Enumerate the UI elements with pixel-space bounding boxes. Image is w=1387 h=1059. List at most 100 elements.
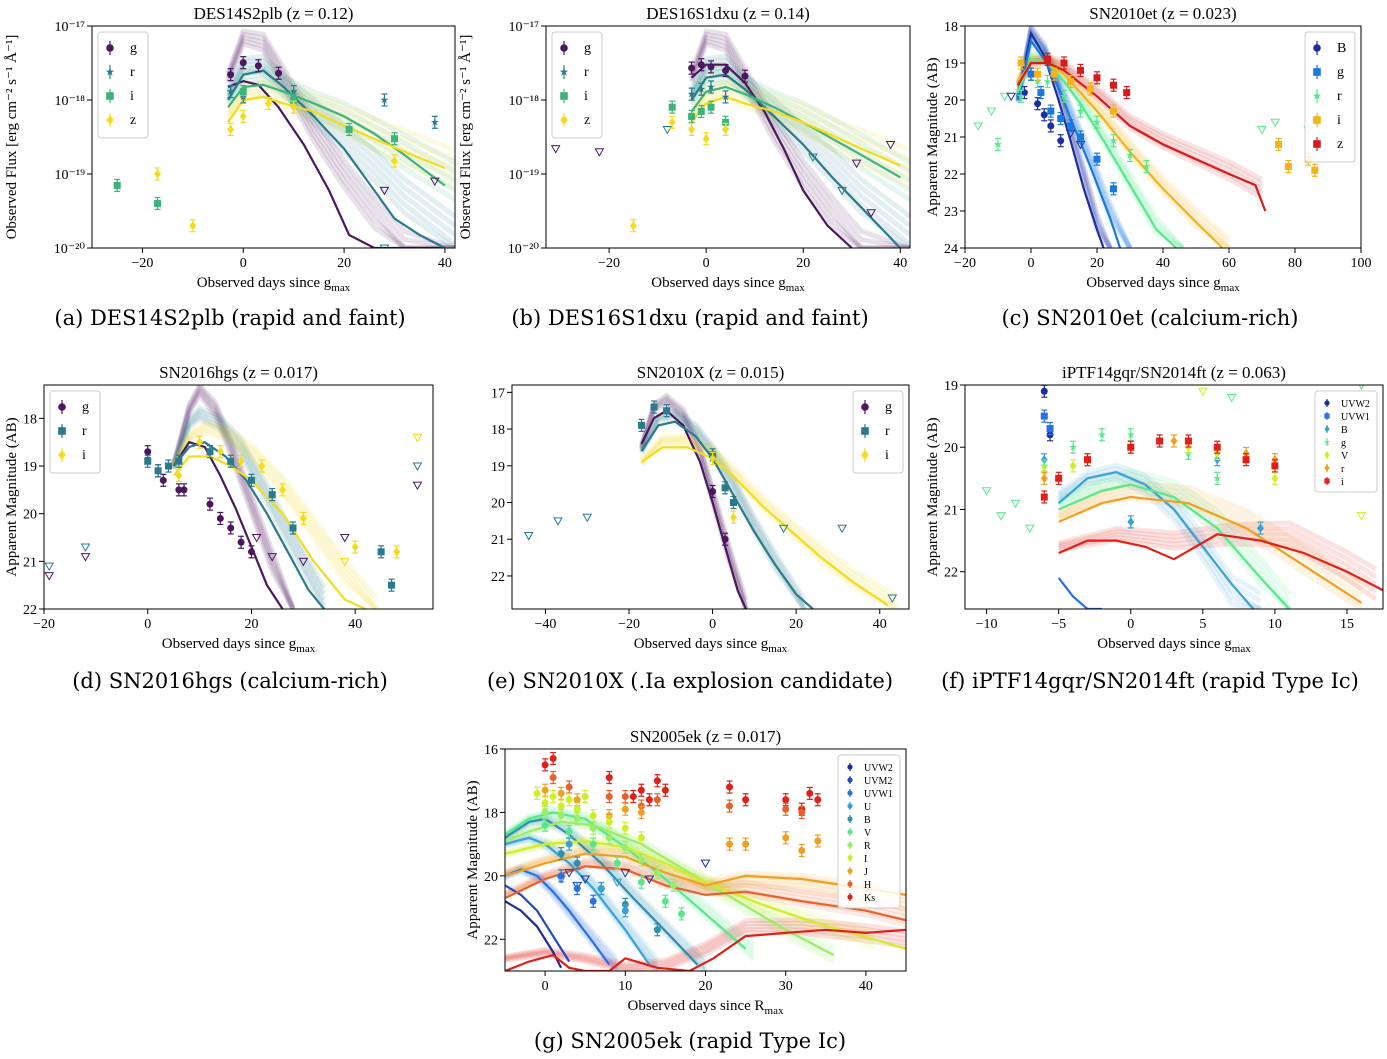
legend: gri (852, 390, 904, 474)
data-point (1060, 92, 1068, 100)
data-point (1110, 81, 1117, 89)
chart-title: SN2016hgs (z = 0.017) (159, 363, 318, 382)
data-point (275, 69, 283, 77)
legend-label: UVW2 (864, 763, 893, 774)
data-point (722, 118, 730, 126)
data-point (391, 156, 398, 166)
data-point (798, 808, 806, 816)
best-fit-line (1058, 483, 1291, 609)
data-point (189, 221, 197, 231)
legend-marker (847, 790, 853, 796)
model-realization (1057, 462, 1262, 596)
upper-limit-marker (582, 513, 593, 523)
upper-limit-marker (412, 433, 423, 443)
y-tick-label: 19 (944, 379, 958, 394)
y-tick-label: 10⁻¹⁸ (509, 94, 540, 109)
model-realization (689, 76, 910, 193)
panel-g: SN2005ek (z = 0.017) 0 10 20 30 40 16 18 20 22 Obs… (455, 724, 925, 1024)
legend-marker (847, 764, 853, 770)
legend-marker (1324, 413, 1330, 419)
best-fit-line (1057, 577, 1102, 609)
upper-limit-marker (523, 532, 534, 541)
legend-label: B (1337, 41, 1346, 56)
data-point (1040, 412, 1048, 420)
model-realization (225, 54, 455, 219)
data-point (351, 542, 359, 552)
chart-title: SN2010et (z = 0.023) (1089, 4, 1236, 23)
legend-marker (847, 868, 853, 874)
data-point (1109, 136, 1118, 145)
upper-limit-marker (885, 141, 896, 150)
legend-box (49, 390, 101, 474)
series-z (1044, 52, 1131, 100)
y-tick-label: 20 (944, 94, 958, 109)
upper-limit-marker (620, 869, 631, 878)
data-point (1142, 162, 1151, 170)
legend-marker (861, 403, 869, 411)
model-realization (689, 37, 910, 248)
data-point (1123, 89, 1131, 97)
data-point (782, 796, 790, 804)
best-fit-line (640, 409, 748, 609)
data-point (1077, 66, 1084, 74)
data-point (216, 514, 224, 522)
data-point (549, 774, 557, 782)
data-point (597, 885, 605, 893)
model-realization (1057, 468, 1292, 596)
y-tick-label: 22 (23, 603, 37, 618)
data-point (637, 808, 645, 816)
data-point (653, 869, 661, 877)
data-point (549, 793, 557, 801)
x-axis-label: Observed days since gmax (634, 636, 788, 655)
data-point (573, 859, 581, 867)
data-point (557, 872, 565, 880)
data-point (621, 824, 629, 832)
upper-limit-marker (837, 524, 847, 534)
data-point (573, 815, 581, 823)
upper-limit-marker (999, 92, 1010, 102)
legend-marker (58, 403, 66, 411)
data-point (227, 524, 235, 532)
data-point (589, 824, 597, 832)
data-point (154, 199, 162, 207)
series-i (1040, 434, 1279, 504)
legend-box (551, 31, 603, 139)
best-fit-line (505, 817, 699, 966)
x-tick-label: 10 (1268, 617, 1282, 632)
data-point (613, 859, 621, 867)
x-tick-label: −40 (534, 617, 556, 632)
series-i (175, 435, 401, 559)
series-g (144, 445, 255, 559)
data-point (1097, 430, 1106, 439)
data-point (1271, 473, 1279, 483)
legend-label: UVW1 (1341, 412, 1370, 423)
series-R (541, 805, 677, 892)
x-tick-label: −20 (598, 256, 620, 271)
legend-label: i (1337, 113, 1341, 128)
legend-label: g (82, 400, 89, 415)
data-point (605, 834, 613, 842)
legend-box (1314, 390, 1378, 493)
x-tick-label: 20 (1090, 256, 1104, 271)
model-realization (225, 58, 455, 228)
legend-marker (1313, 44, 1321, 52)
x-tick-label: 0 (144, 617, 151, 632)
data-point (557, 789, 565, 797)
data-point (388, 581, 396, 589)
legend-marker (1324, 400, 1330, 406)
data-point (721, 535, 729, 543)
chart-title: SN2005ek (z = 0.017) (630, 727, 781, 746)
legend-marker (106, 92, 114, 100)
model-realization (1015, 26, 1113, 248)
data-point (290, 102, 298, 112)
data-point (663, 407, 671, 415)
data-point (806, 789, 814, 797)
data-point (227, 71, 235, 79)
data-point (702, 134, 710, 144)
data-point (589, 840, 597, 848)
data-point (589, 812, 597, 820)
y-tick-label: 20 (484, 870, 498, 885)
data-point (1057, 115, 1065, 122)
data-point (722, 124, 730, 134)
